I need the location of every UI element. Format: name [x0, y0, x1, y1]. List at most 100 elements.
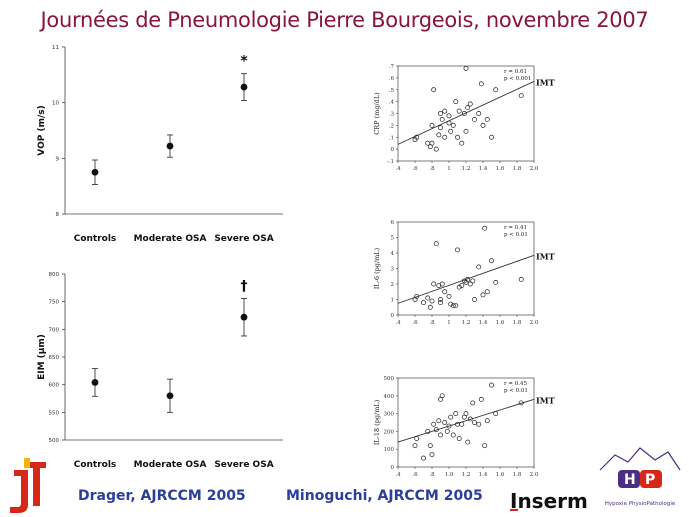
hp-logo: H P Hypoxie PhysioPathologie	[599, 447, 681, 507]
data-point	[450, 432, 456, 438]
data-point	[421, 300, 426, 306]
data-point	[493, 411, 499, 417]
data-point	[459, 421, 465, 427]
y-tick-label: 6	[391, 220, 395, 226]
x-tick-label: 1.2	[462, 166, 471, 172]
x-tick-label: 1.8	[513, 472, 522, 478]
x-tick-label: 1	[447, 320, 451, 326]
x-axis-label: IMT	[536, 251, 555, 261]
data-point	[482, 443, 488, 449]
y-tick-label: 1	[391, 298, 395, 304]
chart-4: 0 100 200 300 400 500 .4 .6 .8 1.0 1.2 1.4 1.6 1.8 2.0…	[373, 376, 555, 478]
y-tick-label: 200	[384, 429, 395, 435]
data-point	[446, 120, 452, 126]
data-point	[465, 439, 471, 445]
data-point	[493, 87, 499, 93]
data-point	[493, 280, 499, 285]
data-point	[489, 258, 494, 264]
stat-label: p < 0.01	[504, 388, 528, 394]
data-point	[453, 303, 459, 309]
category-label: Controls	[74, 234, 117, 244]
y-tick-label: -.1	[387, 159, 394, 165]
data-point	[456, 284, 462, 290]
x-tick-label: 2.0	[530, 166, 539, 172]
data-point	[442, 289, 448, 295]
data-point	[439, 281, 445, 287]
y-tick-label: 550	[49, 410, 60, 416]
data-point	[438, 111, 443, 116]
y-tick-label: .4	[389, 100, 395, 106]
data-point	[470, 278, 476, 284]
y-tick-label: 700	[49, 327, 60, 333]
data-point	[431, 87, 437, 93]
x-tick-label: 1.4	[479, 472, 488, 478]
x-tick-label: 1.6	[496, 472, 505, 478]
data-point	[429, 122, 435, 128]
y-tick-label: .2	[389, 123, 394, 129]
data-point	[438, 432, 443, 438]
chart-1: 500 550 600 650 700 750 800 EIM (µm) Controls Mod…	[37, 272, 283, 470]
data-point	[518, 400, 524, 406]
data-point	[433, 241, 439, 247]
category-label: Severe OSA	[214, 234, 273, 244]
y-tick-label: .1	[389, 135, 394, 141]
data-point	[467, 416, 473, 422]
y-tick-label: 0	[391, 465, 395, 471]
svg-text:H: H	[624, 472, 636, 488]
data-point	[421, 455, 426, 461]
x-tick-label: .8	[429, 166, 435, 172]
data-point	[446, 113, 452, 119]
data-point	[478, 396, 484, 402]
data-point	[166, 142, 174, 150]
data-point	[433, 146, 439, 152]
data-point	[91, 168, 99, 176]
data-point	[433, 427, 439, 433]
y-tick-label: 3	[391, 267, 395, 273]
category-label: Severe OSA	[214, 460, 273, 470]
data-point	[461, 111, 467, 116]
svg-text:Hypoxie PhysioPathologie: Hypoxie PhysioPathologie	[605, 501, 676, 507]
y-tick-label: .7	[389, 64, 395, 70]
x-tick-label: 2.0	[530, 472, 539, 478]
y-axis-label: IL-6 (pg/mL)	[373, 247, 381, 289]
regression-line	[397, 398, 535, 443]
y-tick-label: .6	[389, 76, 395, 82]
y-tick-label: 0	[391, 147, 395, 153]
svg-text:P: P	[645, 472, 655, 488]
data-point	[476, 264, 482, 270]
y-tick-label: 400	[384, 394, 395, 400]
data-point	[459, 283, 465, 288]
x-tick-label: 1.4	[479, 320, 488, 326]
data-point	[465, 276, 471, 282]
x-tick-label: .4	[395, 472, 401, 478]
data-point	[456, 436, 462, 441]
data-point	[240, 313, 248, 321]
data-point	[429, 140, 435, 146]
citation-drager: Drager, AJRCCM 2005	[78, 488, 246, 504]
data-point	[453, 411, 459, 417]
data-point	[463, 65, 469, 71]
y-tick-label: 750	[49, 300, 60, 306]
data-point	[436, 418, 442, 424]
x-tick-label: 1.6	[496, 320, 505, 326]
y-tick-label: 800	[49, 272, 60, 278]
data-point	[429, 298, 435, 304]
y-tick-label: 100	[384, 447, 395, 453]
x-tick-label: .6	[412, 320, 418, 326]
significance-mark: *	[240, 54, 248, 70]
category-label: Controls	[74, 460, 117, 470]
data-point	[456, 108, 462, 114]
data-point	[472, 116, 477, 122]
data-point	[427, 443, 433, 449]
data-point	[448, 301, 454, 307]
data-point	[414, 293, 420, 299]
data-point	[484, 418, 490, 424]
data-point	[459, 140, 465, 146]
x-tick-label: 1.6	[496, 166, 505, 172]
data-point	[414, 436, 420, 441]
y-tick-label: 10	[52, 101, 59, 107]
data-point	[425, 428, 431, 434]
data-point	[455, 134, 460, 140]
x-tick-label: 1.4	[479, 166, 488, 172]
